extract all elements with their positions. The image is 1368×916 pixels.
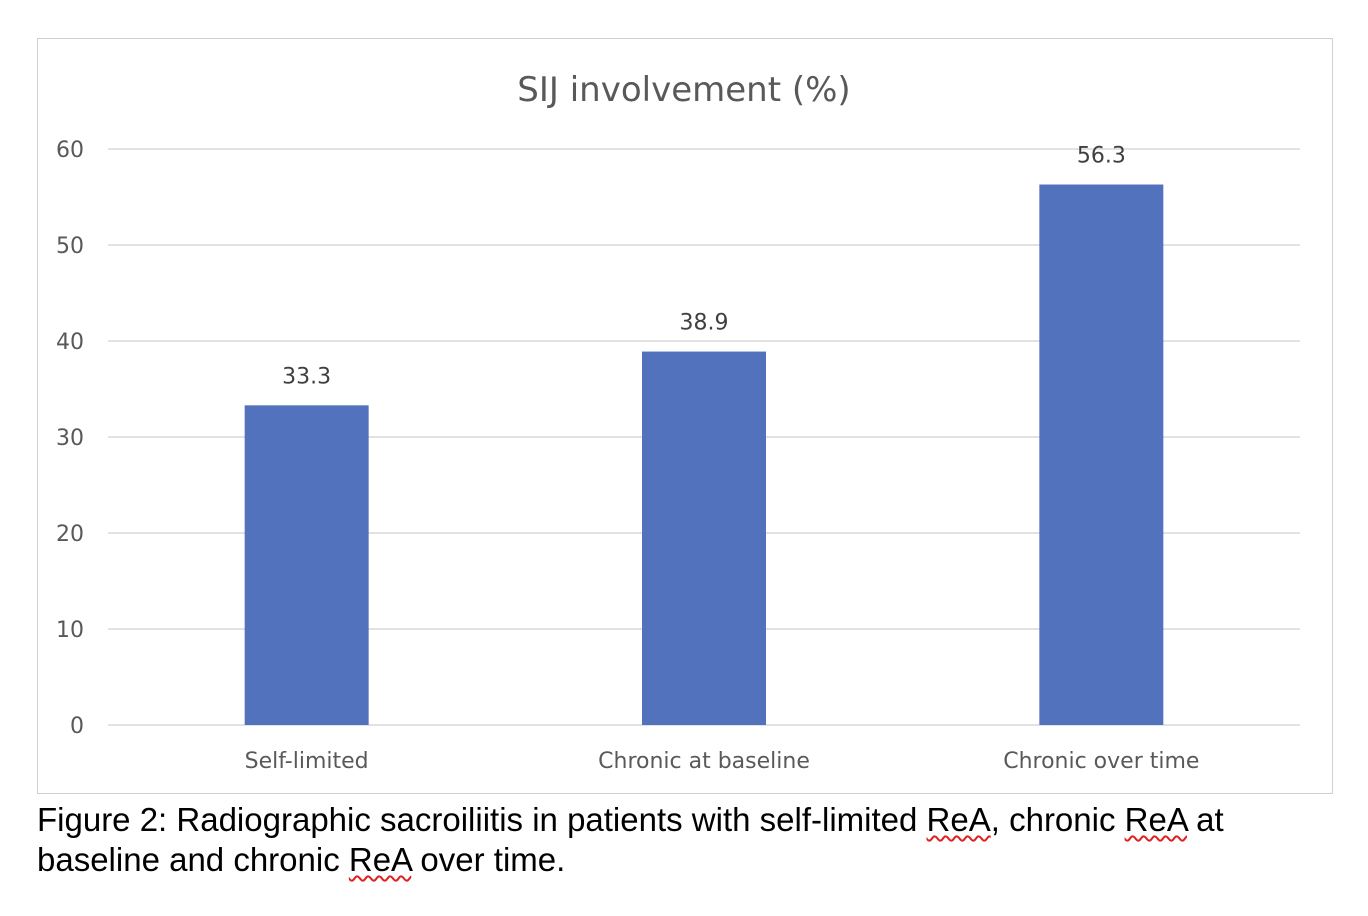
y-tick-label: 0 <box>70 714 84 739</box>
data-label: 56.3 <box>1077 144 1126 169</box>
caption-abbrev-rea: ReA <box>926 801 991 838</box>
y-tick-label: 40 <box>56 330 84 355</box>
chart-title: SIJ involvement (%) <box>517 70 850 110</box>
chart-frame: SIJ involvement (%) 0 10 20 30 40 50 60 33.3 38… <box>37 38 1333 794</box>
caption-abbrev-rea: ReA <box>348 841 412 878</box>
data-label: 33.3 <box>282 364 331 389</box>
bar-2 <box>1039 184 1164 725</box>
y-axis-tick-labels: 0 10 20 30 40 50 60 <box>56 138 84 739</box>
caption-text: at baseline and chronic <box>37 801 1224 878</box>
bar-chart: SIJ involvement (%) 0 10 20 30 40 50 60 33.3 38… <box>56 70 1300 774</box>
caption-abbrev-rea: ReA <box>1124 801 1188 838</box>
y-tick-label: 30 <box>56 426 84 451</box>
caption-text: over time. <box>411 841 566 878</box>
bars <box>244 184 1164 725</box>
caption-text: , chronic <box>990 801 1125 838</box>
figure-caption: Figure 2: Radiographic sacroiliitis in p… <box>37 800 1347 880</box>
x-axis-category-labels: Self-limited Chronic at baseline Chronic o… <box>245 749 1200 774</box>
y-tick-label: 50 <box>56 234 84 259</box>
bar-1 <box>642 351 766 725</box>
x-tick-label: Chronic at baseline <box>598 749 810 774</box>
data-label: 38.9 <box>680 311 729 336</box>
y-tick-label: 60 <box>56 138 84 163</box>
data-labels: 33.3 38.9 56.3 <box>282 144 1126 390</box>
caption-text: Figure 2: Radiographic sacroiliitis in p… <box>37 801 927 838</box>
y-tick-label: 10 <box>56 618 84 643</box>
x-tick-label: Self-limited <box>245 749 369 774</box>
x-tick-label: Chronic over time <box>1003 749 1199 774</box>
bar-0 <box>244 405 369 725</box>
y-tick-label: 20 <box>56 522 84 547</box>
